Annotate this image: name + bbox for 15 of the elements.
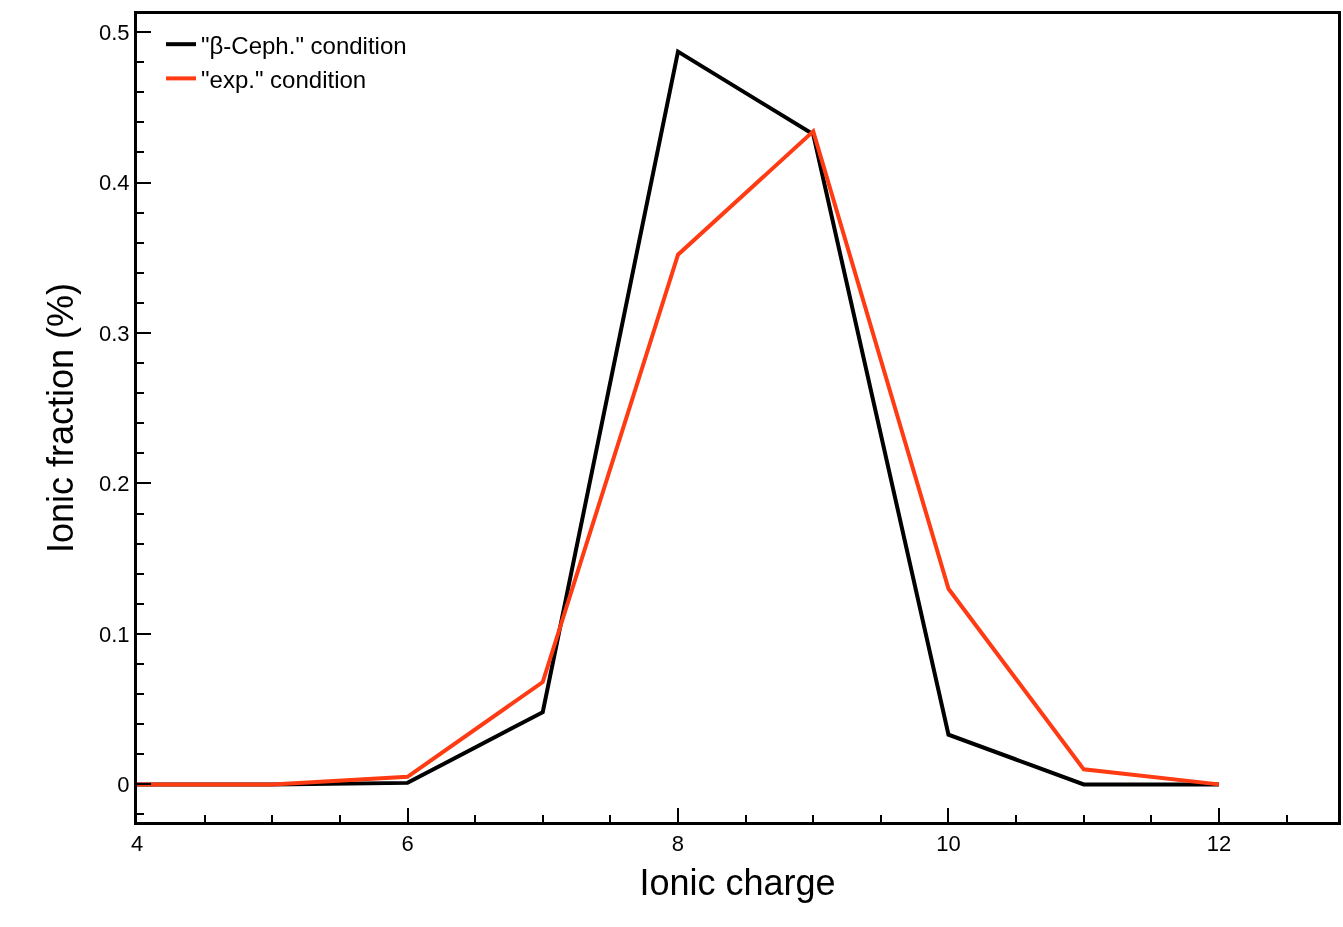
legend-label: "exp." condition: [201, 65, 367, 93]
y-tick-label: 0.5: [99, 19, 130, 45]
x-tick-label: 8: [671, 831, 685, 857]
y-tick-label: 0.2: [99, 471, 130, 497]
legend-label: "β-Ceph." condition: [201, 31, 407, 59]
x-tick-label: 4: [130, 831, 144, 857]
x-axis-title: Ionic charge: [639, 862, 836, 904]
x-tick-label: 12: [1206, 831, 1232, 857]
x-tick-label: 10: [936, 831, 961, 857]
y-tick-label: 0.4: [99, 170, 130, 196]
y-tick-label: 0.3: [99, 320, 130, 346]
y-tick-label: 0.1: [99, 621, 130, 647]
y-tick-label: 0: [117, 772, 130, 798]
x-tick-label: 6: [401, 831, 414, 857]
y-axis-title: Ionic fraction (%): [39, 282, 81, 554]
